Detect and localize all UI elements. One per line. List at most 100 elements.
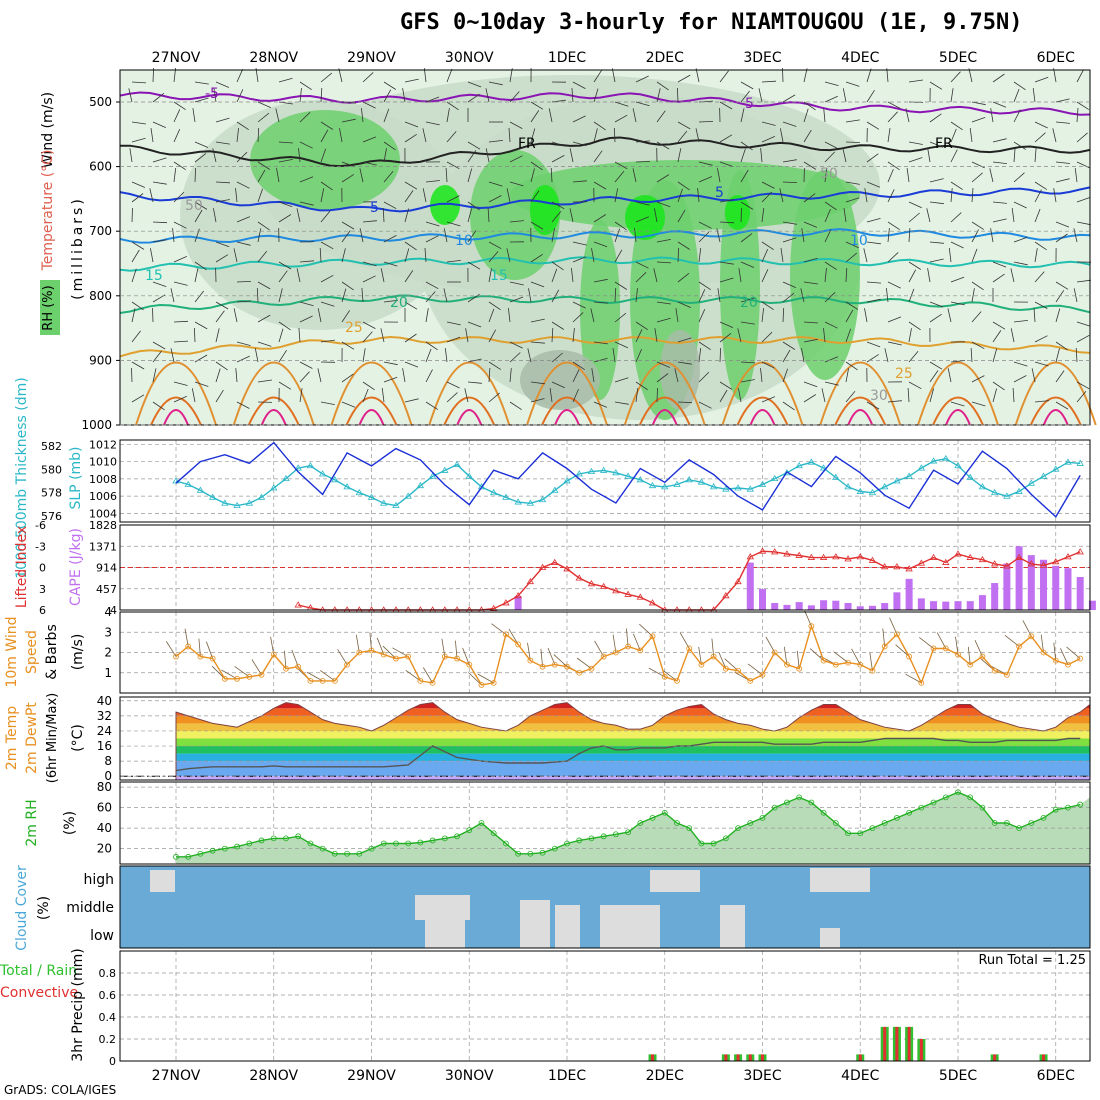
wind-speed-line-point [209, 655, 216, 662]
wind-barb [824, 381, 839, 386]
panel-frame [119, 865, 1091, 949]
rh-line-point [588, 835, 595, 842]
wind-speed-line-point [808, 623, 815, 630]
wind-barb [572, 312, 584, 323]
cape-bar [771, 603, 779, 610]
wind-barb [869, 652, 873, 671]
wind-barb [761, 308, 764, 323]
wind-barb [929, 113, 942, 123]
wind-barb [383, 235, 397, 243]
wind-barb [635, 329, 643, 343]
rh-line-point [832, 820, 839, 826]
wind-barb [173, 256, 187, 263]
date-label-top: 5DEC [939, 50, 978, 66]
wind-barb [929, 81, 943, 90]
wind-barb [506, 188, 511, 203]
wind-barb [1022, 620, 1032, 637]
wind-barb [319, 247, 322, 263]
wind-barb [1076, 132, 1088, 143]
wind-barb [361, 108, 364, 123]
precip-conv-bar [919, 1039, 923, 1061]
thickness-line-point [746, 485, 754, 492]
thickness-line-point [306, 461, 315, 469]
wind-barb [593, 341, 608, 345]
lifted-index-line-point [771, 548, 779, 555]
wind-barb [298, 148, 301, 163]
wind-barb [950, 71, 961, 83]
wind-speed-line-point [1003, 671, 1010, 678]
wind-barb [656, 261, 672, 264]
date-label-top: 29NOV [347, 50, 396, 66]
cloud-block [650, 870, 700, 892]
y-tick-label: 24 [97, 724, 112, 738]
wind-barb [614, 249, 623, 263]
lifted-index-line-point [1052, 558, 1060, 565]
wind-barb [276, 168, 280, 183]
wind-barb [824, 95, 838, 103]
wind-barb [206, 641, 214, 659]
wind-barb [971, 311, 982, 323]
wind-barb [341, 288, 347, 303]
rh-line-point [246, 840, 253, 847]
wind-barb [455, 640, 458, 659]
wind-barb [362, 101, 376, 109]
wind-barb [236, 121, 249, 131]
wind-barb [782, 281, 796, 288]
wind-barb [215, 368, 221, 383]
y-tick-label: 2 [104, 646, 112, 660]
wind-barb [425, 348, 432, 363]
wind-barb [740, 361, 756, 364]
wind-barb [488, 268, 492, 283]
wind-barb [299, 176, 314, 183]
wind-barb [528, 288, 532, 303]
rh-line-point [735, 825, 741, 832]
wind-barb [402, 88, 406, 103]
wind-barb [278, 159, 293, 163]
wind-barb [1013, 147, 1016, 163]
wind-barb [551, 327, 554, 343]
wind-barb [635, 288, 638, 303]
wind-barb [488, 251, 499, 263]
rh-line-point [173, 853, 179, 860]
wind-barb [508, 308, 511, 323]
rh-line-point [490, 830, 497, 837]
thickness-line-point [819, 464, 828, 471]
wind-barb [823, 108, 826, 123]
wind-barb [1034, 271, 1045, 283]
wind-barb [215, 361, 228, 371]
wind-barb [235, 368, 238, 383]
wind-barb [320, 129, 329, 143]
wind-barb [509, 91, 520, 103]
wind-barb [1076, 107, 1079, 123]
wind-barb [824, 268, 827, 283]
cape-bar [868, 605, 876, 610]
wind-barb [131, 241, 145, 250]
wind-barb [446, 392, 458, 403]
wind-barb [192, 108, 196, 123]
rh-line-point [918, 804, 925, 811]
wind-barb [761, 249, 769, 263]
wind-barb [887, 161, 900, 171]
wind-barb [740, 148, 746, 163]
cape-bar [1003, 563, 1011, 610]
panel-label: 10m Wind [4, 616, 20, 687]
lifted-index-line-point [807, 553, 816, 560]
wind-speed-line-point [1077, 655, 1084, 662]
wind-barb [383, 261, 398, 267]
date-label-top: 27NOV [152, 50, 201, 66]
wind-barb [740, 169, 749, 183]
warm-contour [135, 361, 217, 426]
wind-barb [270, 636, 275, 655]
rh-shade [520, 350, 600, 410]
wind-barb [362, 220, 377, 223]
wind-speed-line-point [197, 653, 204, 660]
wind-barb [803, 193, 816, 203]
lifted-index-line-point [612, 587, 620, 594]
wind-barb [698, 231, 710, 243]
panel-frame [119, 950, 1091, 1062]
temp-band [176, 776, 1090, 780]
wind-barb [593, 278, 608, 283]
cape-tick: 1828 [89, 519, 117, 532]
wind-barb [927, 148, 931, 163]
wind-barb [362, 321, 376, 329]
